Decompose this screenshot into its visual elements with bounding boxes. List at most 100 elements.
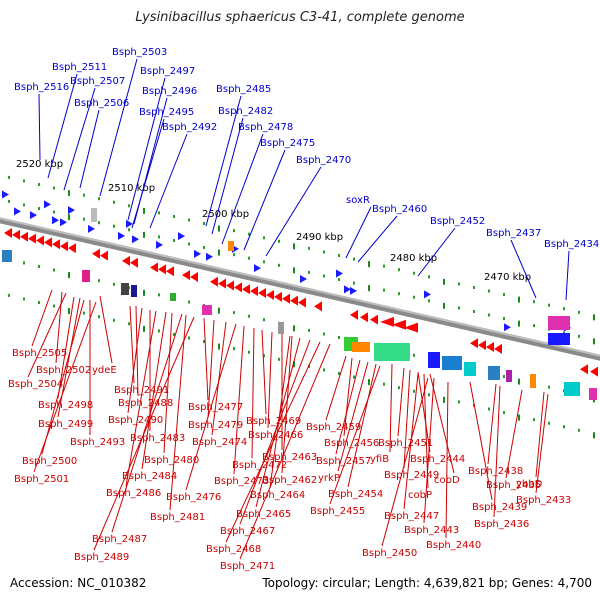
feature-box[interactable] (442, 356, 462, 370)
reverse-gene[interactable] (494, 343, 502, 354)
forward-gene-label[interactable]: soxR (346, 195, 370, 206)
forward-gene-label[interactable]: Bsph_2507 (70, 76, 125, 87)
reverse-gene[interactable] (360, 312, 368, 323)
reverse-gene-label[interactable]: Bsph_2504 (8, 379, 63, 390)
forward-gene-label[interactable]: Bsph_2460 (372, 204, 427, 215)
reverse-gene[interactable] (234, 282, 242, 293)
reverse-gene[interactable] (20, 231, 28, 242)
forward-gene[interactable] (60, 218, 67, 227)
forward-gene[interactable] (88, 224, 95, 233)
reverse-gene[interactable] (250, 286, 258, 297)
reverse-gene-label[interactable]: Bsph_2433 (516, 495, 571, 506)
reverse-gene[interactable] (226, 280, 234, 291)
forward-gene[interactable] (300, 275, 307, 283)
reverse-gene-label[interactable]: Bsph_2443 (404, 525, 459, 536)
reverse-gene-label[interactable]: Bsph_2481 (150, 512, 205, 523)
reverse-gene-label[interactable]: Bsph_2479 (188, 420, 243, 431)
forward-gene[interactable] (126, 219, 133, 228)
forward-gene-label[interactable]: Bsph_2503 (112, 47, 167, 58)
reverse-gene-label[interactable]: Bsph_2488 (118, 398, 173, 409)
reverse-gene[interactable] (242, 284, 250, 295)
reverse-gene[interactable] (44, 237, 52, 248)
reverse-gene[interactable] (182, 270, 190, 281)
reverse-gene[interactable] (92, 248, 100, 259)
reverse-gene-label[interactable]: Bsph_2462 (262, 475, 317, 486)
forward-gene[interactable] (504, 323, 511, 332)
forward-gene-label[interactable]: Bsph_2506 (74, 98, 129, 109)
reverse-gene-label[interactable]: Bsph_2444 (410, 454, 465, 465)
forward-gene[interactable] (132, 235, 139, 244)
forward-gene-label[interactable]: Bsph_2511 (52, 62, 107, 73)
feature-box[interactable] (464, 362, 476, 376)
forward-gene[interactable] (118, 231, 125, 240)
forward-gene-label[interactable]: Bsph_2485 (216, 84, 271, 95)
forward-gene-label[interactable]: Bsph_2495 (139, 107, 194, 118)
feature-box[interactable] (488, 366, 500, 380)
reverse-gene-label[interactable]: Bsph_2486 (106, 488, 161, 499)
feature-box[interactable] (228, 241, 234, 251)
reverse-gene[interactable] (486, 342, 494, 353)
forward-gene-label[interactable]: Bsph_2516 (14, 82, 69, 93)
feature-box[interactable] (352, 342, 370, 352)
forward-gene[interactable] (178, 232, 185, 241)
reverse-gene[interactable] (314, 301, 322, 312)
reverse-gene-label[interactable]: Bsph_2499 (38, 419, 93, 430)
reverse-gene-label[interactable]: Bsph_2484 (122, 471, 177, 482)
reverse-gene-label[interactable]: Bsph_2473 (214, 476, 269, 487)
forward-gene[interactable] (350, 286, 357, 295)
reverse-gene-label[interactable]: Bsph_2474 (192, 437, 247, 448)
reverse-gene-label[interactable]: Bsph_2502 (36, 365, 91, 376)
reverse-gene[interactable] (4, 227, 12, 238)
reverse-gene-label[interactable]: Bsph_2501 (14, 474, 69, 485)
forward-gene-label[interactable]: Bsph_2434 (544, 239, 599, 250)
reverse-gene[interactable] (130, 257, 138, 268)
feature-box[interactable] (589, 388, 597, 400)
reverse-gene-label[interactable]: Bsph_2505 (12, 348, 67, 359)
reverse-gene-label[interactable]: Bsph_2464 (250, 490, 305, 501)
reverse-gene[interactable] (590, 366, 598, 377)
reverse-gene-label[interactable]: Bsph_2491 (114, 385, 169, 396)
reverse-gene-label[interactable]: Bsph_2463 (262, 452, 317, 463)
reverse-gene[interactable] (370, 314, 378, 325)
forward-gene[interactable] (206, 252, 213, 261)
reverse-gene-label[interactable]: Bsph_2450 (362, 548, 417, 559)
reverse-gene-label[interactable]: Bsph_2455 (310, 506, 365, 517)
forward-gene[interactable] (254, 264, 261, 273)
reverse-gene-label[interactable]: Bsph_2500 (22, 456, 77, 467)
forward-gene-label[interactable]: Bsph_2492 (162, 122, 217, 133)
reverse-gene-label[interactable]: ydeE (92, 365, 117, 376)
reverse-gene-label[interactable]: Bsph_2489 (74, 552, 129, 563)
feature-box[interactable] (564, 382, 580, 396)
reverse-gene-label[interactable]: cobP (408, 490, 432, 501)
reverse-gene[interactable] (158, 264, 166, 275)
reverse-gene[interactable] (60, 241, 68, 252)
reverse-gene-label[interactable]: Bsph_2476 (166, 492, 221, 503)
forward-gene-label[interactable]: Bsph_2475 (260, 138, 315, 149)
feature-box[interactable] (506, 370, 512, 382)
reverse-gene-label[interactable]: Bsph_2498 (38, 400, 93, 411)
reverse-gene-label[interactable]: yfiB (370, 454, 389, 465)
reverse-gene-label[interactable]: Bsph_2449 (384, 470, 439, 481)
feature-box[interactable] (548, 333, 570, 345)
reverse-gene-label[interactable]: Bsph_2472 (232, 460, 287, 471)
reverse-gene[interactable] (52, 239, 60, 250)
reverse-gene[interactable] (190, 271, 198, 282)
feature-box[interactable] (91, 208, 97, 222)
forward-gene[interactable] (194, 249, 201, 258)
reverse-gene-label[interactable]: Bsph_2480 (144, 455, 199, 466)
reverse-gene[interactable] (282, 293, 290, 304)
reverse-gene-label[interactable]: Bsph_2487 (92, 534, 147, 545)
reverse-gene-label[interactable]: Bsph_2471 (220, 561, 275, 572)
forward-gene-label[interactable]: Bsph_2470 (296, 155, 351, 166)
feature-box[interactable] (278, 322, 284, 334)
reverse-gene-label[interactable]: Bsph_2468 (206, 544, 261, 555)
reverse-gene-label[interactable]: Bsph_2483 (130, 433, 185, 444)
reverse-gene[interactable] (12, 229, 20, 240)
reverse-gene[interactable] (298, 297, 306, 308)
feature-box[interactable] (2, 250, 12, 262)
reverse-gene-label[interactable]: Bsph_2435 (486, 480, 541, 491)
forward-gene[interactable] (30, 211, 37, 220)
forward-gene-label[interactable]: Bsph_2437 (486, 228, 541, 239)
reverse-gene-label[interactable]: Bsph_2440 (426, 540, 481, 551)
forward-gene[interactable] (2, 190, 9, 199)
